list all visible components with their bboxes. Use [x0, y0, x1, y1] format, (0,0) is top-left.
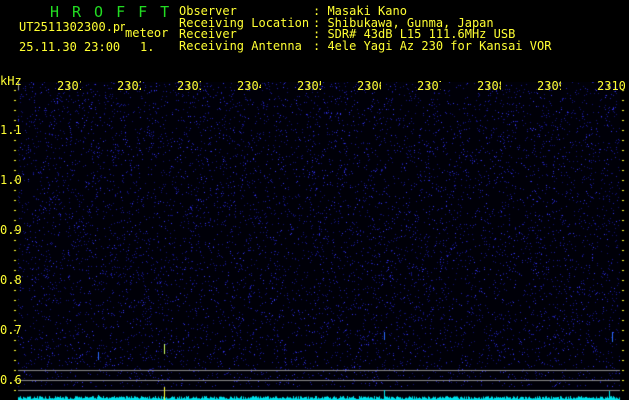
info-value: : 4ele Yagi Az 230 for Kansai VOR: [313, 38, 552, 53]
info-value: : Shibukawa, Gunma, Japan: [313, 15, 494, 30]
y-tick-label: 0.9: [0, 223, 22, 237]
x-tick-label: 2309: [537, 80, 561, 93]
x-tick-label: 2301: [57, 80, 81, 93]
x-tick-label: 2310: [597, 80, 625, 93]
x-tick-label: 2303: [177, 80, 201, 93]
x-tick-label: 2304: [237, 80, 261, 93]
info-value: : SDR# 43dB L15 111.6MHz USB: [313, 27, 516, 41]
y-tick-label: 0.8: [0, 273, 22, 287]
y-tick-label: 1.0: [0, 173, 22, 187]
y-tick-label: 1.1: [0, 123, 22, 137]
info-label: Observer: [179, 4, 237, 18]
datetime: 25.11.30 23:00: [19, 40, 121, 54]
y-unit-label: kHz: [0, 74, 22, 88]
spectrogram: [0, 82, 629, 400]
info-value: : Masaki Kano: [313, 4, 407, 18]
mode-label: meteor: [125, 26, 169, 40]
x-tick-label: 2305: [297, 80, 321, 93]
x-tick-label: 2307: [417, 80, 441, 93]
info-label: Receiver: [179, 27, 237, 41]
filename: UT2511302300.png: [19, 21, 125, 33]
y-tick-label: 0.6: [0, 373, 22, 387]
info-label: Receiving Location: [179, 15, 310, 30]
info-label: Receiving Antenna: [179, 38, 302, 53]
y-tick-label: 0.7: [0, 323, 22, 337]
app-title: HROFFT: [50, 3, 183, 21]
x-tick-label: 2306: [357, 80, 381, 93]
index: 1.: [140, 40, 155, 54]
x-tick-label: 2308: [477, 80, 501, 93]
